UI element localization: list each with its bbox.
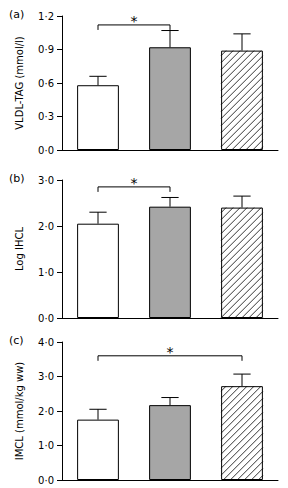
svg-text:IMCL (mmol/kg ww): IMCL (mmol/kg ww) bbox=[14, 362, 25, 461]
svg-text:0·0: 0·0 bbox=[38, 313, 54, 324]
svg-text:2·0: 2·0 bbox=[38, 406, 54, 417]
svg-text:0·6: 0·6 bbox=[38, 78, 54, 89]
svg-text:*: * bbox=[167, 344, 174, 360]
svg-text:0·0: 0·0 bbox=[38, 475, 54, 486]
svg-text:1·2: 1·2 bbox=[38, 11, 54, 22]
svg-text:4·0: 4·0 bbox=[38, 337, 54, 348]
svg-text:3·0: 3·0 bbox=[38, 371, 54, 382]
svg-text:0·9: 0·9 bbox=[38, 44, 54, 55]
svg-text:Log IHCL: Log IHCL bbox=[14, 227, 25, 271]
svg-text:*: * bbox=[131, 13, 138, 29]
svg-text:0·3: 0·3 bbox=[38, 111, 54, 122]
svg-text:0·0: 0·0 bbox=[38, 145, 54, 156]
svg-text:(c): (c) bbox=[9, 334, 24, 347]
svg-text:VLDL-TAG (mmol/l): VLDL-TAG (mmol/l) bbox=[14, 36, 25, 130]
svg-text:1·0: 1·0 bbox=[38, 267, 54, 278]
svg-text:*: * bbox=[131, 175, 138, 191]
svg-text:2·0: 2·0 bbox=[38, 221, 54, 232]
svg-text:3·0: 3·0 bbox=[38, 175, 54, 186]
svg-text:1·0: 1·0 bbox=[38, 440, 54, 451]
svg-text:(b): (b) bbox=[9, 172, 25, 185]
svg-text:(a): (a) bbox=[9, 8, 24, 21]
